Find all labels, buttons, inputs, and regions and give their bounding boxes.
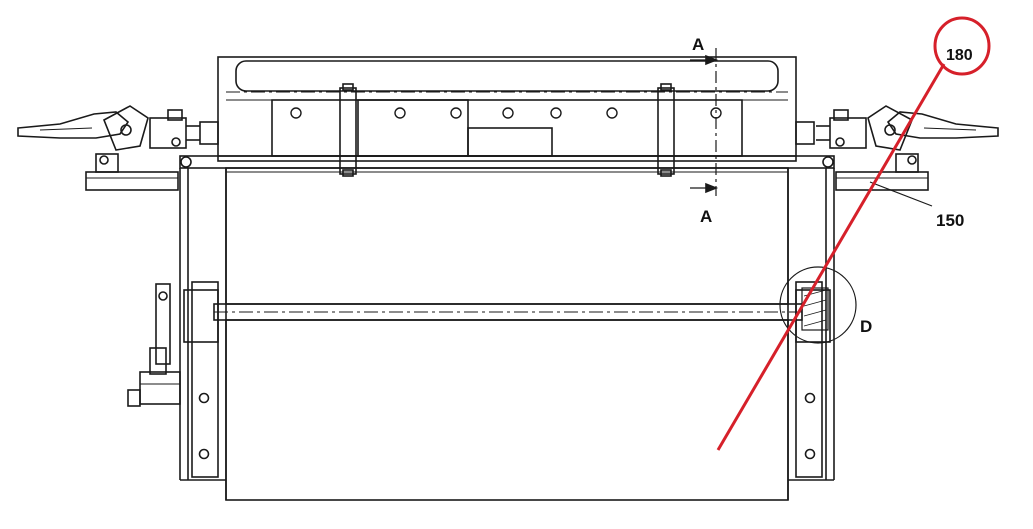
left-side-frame [179,168,227,500]
detail-label-d: D [860,317,872,336]
section-label-top: A [692,35,704,54]
left-toggle-clamp [17,105,219,191]
right-toggle-clamp [795,105,999,191]
shaft [183,289,831,343]
upper-housing [217,56,797,162]
leader-150 [869,181,933,207]
lower-roller [225,319,789,501]
clamp-straps [339,83,675,177]
left-lever-mechanism [127,283,181,407]
highlight-annotation [716,16,991,451]
callout-150: 150 [936,211,964,230]
right-side-frame [787,168,835,500]
highlight-label-180: 180 [946,47,973,64]
section-line-a [690,48,719,196]
section-label-bottom: A [700,207,712,226]
cross-beam [179,155,835,169]
